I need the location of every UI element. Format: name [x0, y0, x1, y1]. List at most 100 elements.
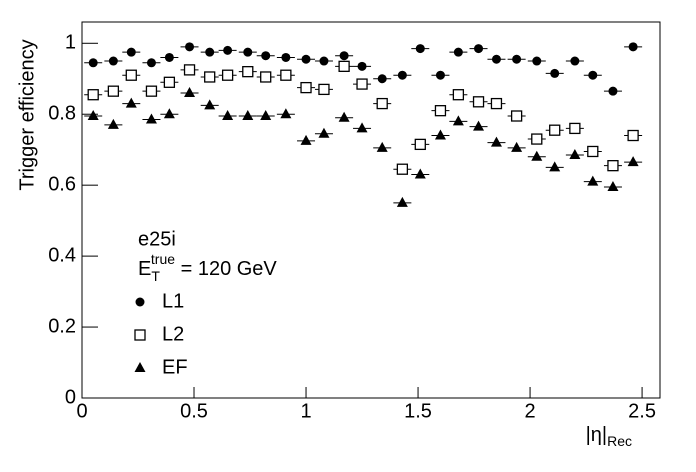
- data-point: [435, 70, 445, 80]
- y-tick-label: 1: [65, 32, 76, 54]
- data-point: [376, 97, 388, 110]
- data-point: [569, 149, 581, 160]
- data-point: [396, 196, 408, 207]
- x-label-main: |η|: [586, 424, 608, 446]
- x-axis-label: |η|Rec: [586, 424, 632, 448]
- data-point: [205, 47, 215, 57]
- data-point: [183, 64, 196, 76]
- data-point: [260, 110, 272, 120]
- data-point: [318, 127, 330, 138]
- data-point: [125, 69, 137, 81]
- data-point: [242, 66, 254, 78]
- data-point: [511, 141, 523, 152]
- data-point: [88, 58, 98, 68]
- y-axis-label: Trigger efficiency: [16, 39, 38, 190]
- data-point: [87, 89, 99, 101]
- y-tick-label: 0: [65, 386, 76, 408]
- data-point: [474, 44, 484, 54]
- data-point: [145, 85, 158, 97]
- data-point: [570, 56, 580, 66]
- data-point: [146, 58, 156, 68]
- legend-label: L1: [162, 290, 184, 312]
- x-tick-label: 1.5: [404, 400, 432, 422]
- data-point: [107, 85, 120, 97]
- legend-marker: [134, 362, 146, 372]
- data-point: [414, 168, 426, 179]
- data-point: [281, 52, 291, 62]
- x-tick-label: 2.5: [628, 400, 656, 422]
- data-point: [531, 133, 543, 145]
- data-point: [628, 42, 638, 52]
- data-point: [414, 138, 426, 151]
- data-point: [242, 110, 254, 120]
- plot-frame: [81, 21, 661, 399]
- y-tick-label: 0.6: [48, 173, 76, 195]
- x-tick-label: 0: [76, 400, 87, 422]
- data-point: [473, 120, 485, 131]
- x-tick-label: 0.5: [180, 400, 208, 422]
- data-point: [608, 86, 618, 96]
- data-point: [338, 60, 350, 72]
- data-point: [319, 56, 329, 66]
- data-point: [184, 86, 196, 97]
- data-point: [318, 83, 330, 96]
- data-point: [300, 134, 312, 145]
- data-point: [185, 42, 195, 52]
- legend-sub: T: [151, 268, 160, 284]
- data-point: [356, 78, 368, 90]
- data-point: [300, 81, 312, 94]
- data-point: [531, 150, 543, 161]
- x-label-sub: Rec: [607, 433, 632, 449]
- data-point: [472, 96, 485, 108]
- legend-marker: [134, 329, 146, 341]
- data-point: [338, 111, 350, 122]
- data-point: [532, 56, 542, 66]
- data-point: [223, 45, 233, 55]
- data-point: [512, 54, 522, 64]
- legend-header-2: ETtrue = 120 GeV: [138, 251, 277, 284]
- data-point: [356, 122, 368, 133]
- data-point: [301, 54, 311, 64]
- data-point: [339, 51, 349, 61]
- data-point: [397, 70, 407, 80]
- data-point: [145, 113, 157, 124]
- data-point: [87, 110, 99, 120]
- data-point: [280, 69, 292, 81]
- data-point: [163, 108, 175, 119]
- data-point: [491, 54, 501, 64]
- data-point: [126, 47, 136, 57]
- data-point: [453, 47, 463, 57]
- data-point: [261, 51, 271, 61]
- data-point: [587, 175, 599, 186]
- data-point: [549, 161, 561, 172]
- data-point: [125, 97, 137, 108]
- y-tick-label: 0.2: [48, 315, 76, 337]
- data-point: [222, 110, 234, 120]
- legend-e: E: [138, 258, 151, 280]
- data-point: [415, 44, 425, 54]
- data-point: [510, 110, 523, 122]
- data-point: [490, 136, 502, 147]
- data-point: [627, 129, 639, 142]
- data-point: [164, 52, 174, 62]
- legend-sup: true: [151, 251, 175, 267]
- data-point: [108, 56, 118, 66]
- legend-marker: [135, 297, 145, 307]
- data-point: [569, 122, 581, 135]
- data-point: [260, 71, 272, 83]
- data-point: [607, 160, 619, 172]
- data-point: [107, 118, 119, 129]
- data-point: [280, 108, 292, 119]
- y-tick-label: 0.4: [48, 244, 76, 266]
- data-point: [549, 124, 561, 136]
- legend-rest: = 120 GeV: [175, 258, 277, 280]
- data-point: [452, 115, 464, 126]
- data-point: [588, 70, 598, 80]
- y-tick-label: 0.8: [48, 103, 76, 125]
- data-point: [550, 68, 560, 78]
- legend-label: EF: [162, 356, 188, 378]
- data-point: [204, 71, 216, 83]
- x-tick-label: 1: [300, 400, 311, 422]
- data-point: [434, 105, 447, 117]
